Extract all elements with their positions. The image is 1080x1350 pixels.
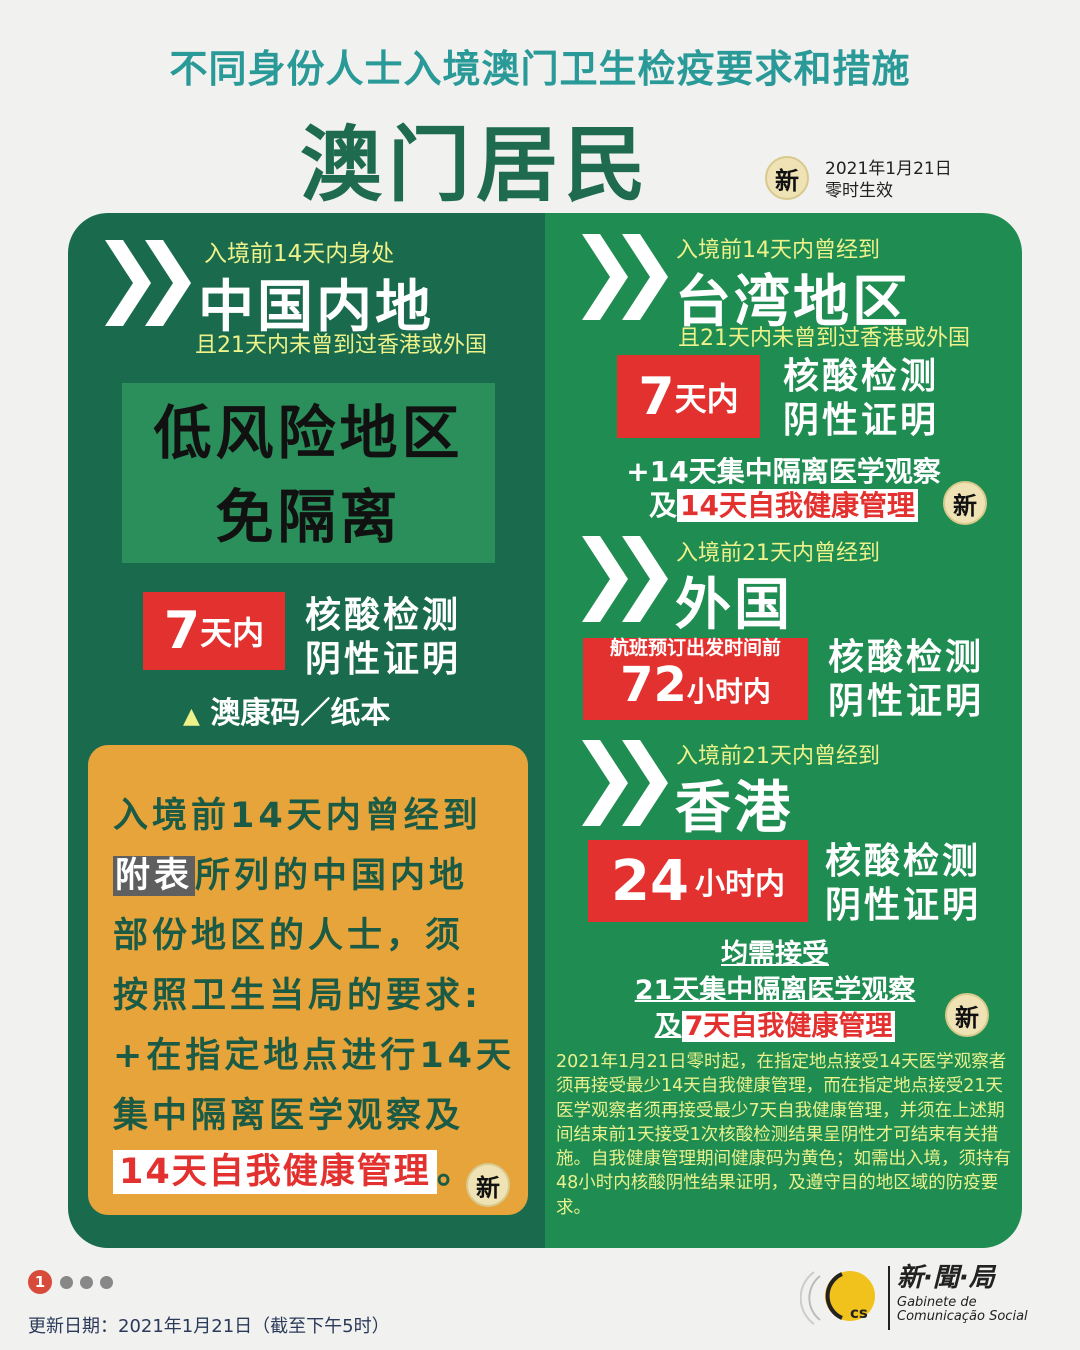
notice-paragraph: 2021年1月21日零时起，在指定地点接受14天医学观察者须再接受最少14天自我…	[556, 1052, 1011, 1218]
effective-date-text: 2021年1月21日	[825, 159, 952, 179]
prefix: 及	[654, 1011, 682, 1042]
listed-line-text: 所列的中国内地	[195, 856, 469, 896]
page-dot[interactable]	[100, 1276, 113, 1289]
new-badge: 新	[466, 1163, 510, 1207]
appendix-highlight[interactable]: 附表	[113, 856, 196, 896]
taiwan-self-health: 及 14天自我健康管理	[545, 484, 1022, 524]
page-indicator-current[interactable]: 1	[28, 1270, 52, 1294]
test-num: 7	[638, 366, 675, 427]
test-unit: 小时内	[694, 867, 785, 902]
low-risk-text: 低风险地区	[153, 399, 464, 467]
self-health-7: 及 7天自我健康管理	[545, 1004, 1005, 1043]
test-window-badge: 7 天内	[617, 355, 760, 438]
req2: 阴性证明	[305, 639, 462, 680]
listed-line: 附表所列的中国内地	[113, 847, 468, 898]
foreign-pre: 入境前21天内曾经到	[676, 541, 880, 566]
listed-line: +在指定地点进行14天	[113, 1036, 516, 1076]
test-requirement: 核酸检测 阴性证明	[783, 355, 939, 443]
gcs-logo-icon: cs	[799, 1271, 875, 1325]
test-num: 24	[611, 848, 689, 914]
page-dot[interactable]	[80, 1276, 93, 1289]
period: 。	[436, 1152, 474, 1192]
chevron-right-icon	[105, 240, 191, 326]
test-requirement: 核酸检测 阴性证明	[825, 840, 981, 928]
page-dot[interactable]	[60, 1276, 73, 1289]
effective-date: 2021年1月21日 零时生效	[825, 158, 952, 202]
effective-time-text: 零时生效	[825, 181, 893, 201]
hk-pre: 入境前21天内曾经到	[676, 744, 880, 769]
flight-note: 航班预订出发时间前	[609, 636, 781, 659]
test-window-badge: 航班预订出发时间前 72小时内	[583, 636, 808, 720]
listed-line: 部份地区的人士，须	[113, 916, 465, 956]
listed-areas-box: 入境前14天内曾经到 附表所列的中国内地 部份地区的人士，须 按照卫生当局的要求…	[88, 745, 528, 1215]
prefix: 及	[649, 489, 678, 522]
test-unit: 天内	[200, 614, 265, 652]
code-note-text: 澳康码／纸本	[210, 696, 391, 731]
test-window-badge: 24 小时内	[588, 840, 808, 922]
hk-region: 香港	[675, 776, 793, 841]
new-badge: 新	[765, 156, 809, 200]
test-num: 72	[620, 656, 687, 713]
mainland-condition: 且21天内未曾到过香港或外国	[195, 333, 487, 358]
page-title: 不同身份人士入境澳门卫生检疫要求和措施	[169, 47, 911, 91]
mainland-pre: 入境前14天内身处	[204, 241, 395, 267]
logo-cn: 新·聞·局	[897, 1263, 995, 1293]
svg-text:cs: cs	[850, 1304, 868, 1322]
self-health-highlight: 14天自我健康管理	[677, 489, 918, 522]
foreign-region: 外国	[675, 573, 793, 638]
req2: 阴性证明	[828, 681, 985, 722]
taiwan-region: 台湾地区	[675, 270, 911, 335]
must-accept: 均需接受	[721, 939, 829, 970]
taiwan-pre: 入境前14天内曾经到	[676, 238, 880, 263]
req1: 核酸检测	[305, 595, 462, 636]
listed-line: 入境前14天内曾经到	[113, 796, 482, 836]
req1: 核酸检测	[825, 841, 982, 882]
taiwan-quarantine: +14天集中隔离医学观察	[626, 455, 941, 488]
test-requirement: 核酸检测 阴性证明	[305, 594, 461, 682]
new-badge: 新	[945, 993, 989, 1037]
quarantine-exempt-text: 免隔离	[215, 483, 402, 551]
page-subtitle: 澳门居民	[300, 118, 653, 213]
req2: 阴性证明	[825, 885, 982, 926]
chevron-right-icon	[582, 740, 668, 826]
update-date: 更新日期：2021年1月21日（截至下午5时）	[28, 1316, 390, 1337]
listed-line: 集中隔离医学观察及	[113, 1096, 465, 1136]
new-badge: 新	[943, 481, 987, 525]
test-requirement: 核酸检测 阴性证明	[828, 636, 984, 724]
test-window-badge: 7 天内	[143, 592, 285, 670]
test-num: 7	[163, 601, 201, 661]
test-unit: 小时内	[686, 674, 771, 708]
self-health-highlight: 14天自我健康管理	[113, 1150, 437, 1194]
logo-pt1: Gabinete de	[897, 1295, 977, 1310]
logo-pt: Gabinete de Comunicação Social	[897, 1296, 1028, 1324]
req1: 核酸检测	[828, 637, 985, 678]
req1: 核酸检测	[783, 356, 940, 397]
mainland-region: 中国内地	[198, 275, 434, 340]
req2: 阴性证明	[783, 400, 940, 441]
health-code-note: ▲ 澳康码／纸本	[183, 688, 390, 732]
triangle-icon: ▲	[183, 704, 200, 729]
quarantine-21: 21天集中隔离医学观察	[634, 975, 916, 1006]
listed-line: 按照卫生当局的要求:	[113, 976, 482, 1016]
gcs-logo: cs	[799, 1262, 890, 1332]
test-unit: 天内	[674, 379, 739, 418]
listed-line: 14天自我健康管理。	[113, 1143, 474, 1194]
chevron-right-icon	[582, 536, 668, 622]
low-risk-box: 低风险地区 免隔离	[122, 383, 495, 563]
chevron-right-icon	[582, 234, 668, 320]
taiwan-condition: 且21天内未曾到过香港或外国	[678, 326, 970, 351]
self-health-highlight: 7天自我健康管理	[681, 1011, 896, 1042]
logo-pt2: Comunicação Social	[897, 1309, 1028, 1324]
logo-divider	[888, 1266, 890, 1330]
